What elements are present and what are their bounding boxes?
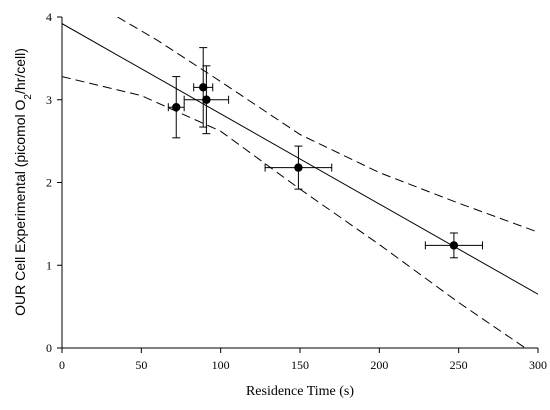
plot-area: 0 50 100 150 200 250 300 0 1 2 3 4	[46, 10, 547, 372]
upper-confidence-band	[117, 17, 538, 233]
y-tick-label: 3	[46, 93, 52, 107]
x-tick-label: 250	[450, 358, 468, 372]
x-tick-label: 50	[135, 358, 147, 372]
y-tick-label: 1	[46, 258, 52, 272]
y-tick-label: 0	[46, 341, 52, 355]
data-point	[202, 95, 211, 104]
regression-line	[62, 23, 538, 295]
data-point	[199, 83, 208, 92]
y-tick-label: 2	[46, 176, 52, 190]
x-tick-label: 200	[370, 358, 388, 372]
x-tick-label: 100	[212, 358, 230, 372]
y-axis-title-part-1: OUR Cell Experimental (picomol O	[12, 99, 28, 315]
y-axis-title: OUR Cell Experimental (picomol O2/hr/cel…	[12, 48, 34, 316]
data-point	[294, 163, 303, 172]
x-tick-label: 300	[529, 358, 547, 372]
x-tick-label: 150	[291, 358, 309, 372]
y-tick-label: 4	[46, 10, 52, 24]
y-axis-title-part-2: /hr/cell)	[12, 48, 28, 94]
lower-confidence-band	[62, 76, 526, 348]
data-point	[172, 102, 181, 112]
data-point	[449, 241, 459, 250]
x-tick-label: 0	[59, 358, 65, 372]
x-axis-title: Residence Time (s)	[246, 384, 354, 399]
y-axis-title-subscript: 2	[23, 94, 34, 100]
